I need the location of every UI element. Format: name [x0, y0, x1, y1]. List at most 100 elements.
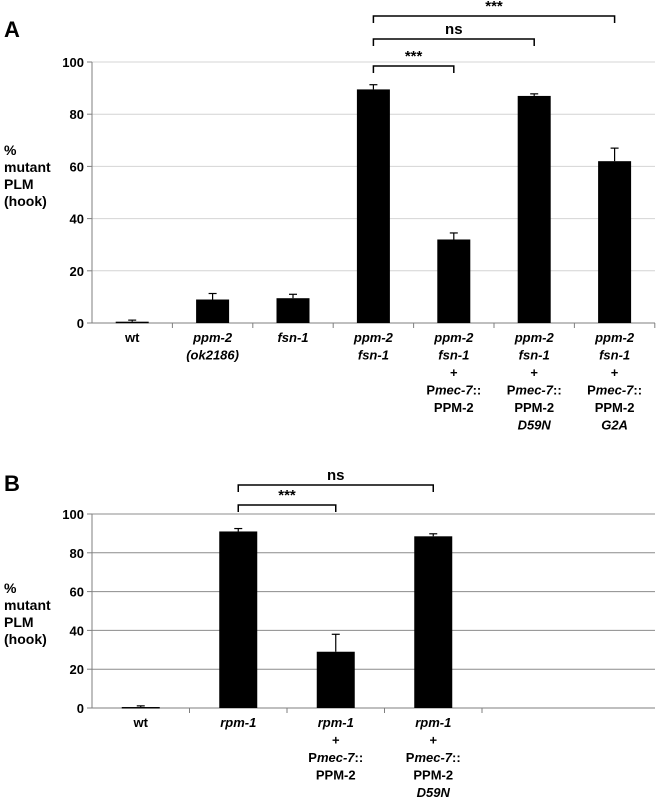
p0-significance-bracket-2 — [372, 15, 616, 23]
p1-significance-bracket-0 — [237, 504, 337, 512]
p0-category-label-2-line-0: fsn-1 — [277, 330, 308, 345]
p1-category-label-3-line-3: PPM-2 — [413, 768, 453, 783]
p1-significance-label-0: *** — [278, 487, 296, 504]
p0-y-tick-label-40: 40 — [70, 212, 84, 227]
p1-significance-label-1: ns — [327, 467, 345, 484]
p0-category-label-4-line-0: ppm-2 — [433, 330, 474, 345]
p0-y-axis-label-line-0: % — [4, 142, 17, 158]
p0-category-label-3: ppm-2 fsn-1 — [353, 330, 394, 363]
p1-category-label-3-line-4: D59N — [417, 785, 451, 800]
p0-category-label-5-line-3-part-0: P — [507, 383, 516, 398]
p1-category-label-3-line-2-part-2: :: — [452, 750, 461, 765]
p0-y-axis-label-line-3: (hook) — [4, 193, 47, 209]
p0-category-label-6-line-3-part-1: mec-7 — [596, 383, 634, 398]
p1-category-label-2-line-3: PPM-2 — [316, 768, 356, 783]
p0-bar-1 — [196, 299, 230, 323]
p0-y-tick-label-80: 80 — [70, 107, 84, 122]
p0-category-label-5-line-0: ppm-2 — [514, 330, 555, 345]
p1-y-tick-label-80: 80 — [70, 546, 84, 561]
p1-category-label-2-line-2: Pmec-7:: — [308, 750, 363, 765]
p1-significance-bracket-1 — [237, 484, 434, 492]
p0-bar-5 — [517, 95, 551, 324]
p1-category-label-0: wt — [133, 715, 149, 730]
p0-category-label-6-line-3-part-0: P — [587, 383, 596, 398]
p0-category-label-5-line-3: Pmec-7:: — [507, 383, 562, 398]
p0-category-label-5-line-3-part-2: :: — [553, 383, 562, 398]
p1-y-axis-label-line-0: % — [4, 580, 17, 596]
p0-category-label-4-line-3-part-2: :: — [473, 383, 482, 398]
p1-bar-1 — [219, 531, 258, 708]
p0-y-tick-label-0: 0 — [77, 316, 84, 331]
p0-significance-label-1: ns — [445, 21, 463, 38]
p0-bar-3 — [356, 89, 390, 323]
p0-bar-4 — [437, 239, 471, 323]
p1-y-axis-label-line-1: mutant — [4, 597, 51, 613]
p1-y-tick-label-20: 20 — [70, 662, 84, 677]
p0-category-label-4-line-3-part-0: P — [426, 383, 435, 398]
p1-category-label-0-line-0: wt — [133, 715, 149, 730]
p0-bar-2 — [276, 298, 310, 323]
p0-category-label-1-line-0: ppm-2 — [192, 330, 233, 345]
p0-category-label-6-line-5: G2A — [601, 418, 628, 433]
p0-significance-label-2: *** — [485, 0, 503, 15]
p0-category-label-2: fsn-1 — [277, 330, 308, 345]
p0-bar-0 — [115, 321, 149, 324]
p1-y-tick-label-40: 40 — [70, 623, 84, 638]
p0-category-label-4-line-3-part-1: mec-7 — [435, 383, 473, 398]
p0-y-axis-label-line-1: mutant — [4, 159, 51, 175]
p0-category-label-1: ppm-2 (ok2186) — [186, 330, 239, 363]
p1-category-label-3-line-0: rpm-1 — [415, 715, 451, 730]
p0-y-tick-label-60: 60 — [70, 159, 84, 174]
p0-category-label-5: ppm-2 fsn-1 + Pmec-7:: PPM-2 D59N — [507, 330, 562, 433]
p1-category-label-3-line-1: + — [429, 733, 437, 748]
p1-y-tick-label-60: 60 — [70, 585, 84, 600]
p1-y-axis-label-line-3: (hook) — [4, 631, 47, 647]
p1-bar-3 — [414, 536, 453, 708]
p1-y-axis-label: % mutant PLM (hook) — [4, 580, 51, 647]
p0-category-label-3-line-0: ppm-2 — [353, 330, 394, 345]
p0-significance-bracket-0 — [372, 65, 455, 73]
p0-significance-label-0: *** — [405, 48, 423, 65]
p0-category-label-6-line-2: + — [611, 365, 619, 380]
p1-category-label-2-line-0: rpm-1 — [318, 715, 354, 730]
p0-y-axis-label: % mutant PLM (hook) — [4, 142, 51, 209]
p0-category-label-6-line-1: fsn-1 — [599, 348, 630, 363]
p0-category-label-5-line-3-part-1: mec-7 — [515, 383, 553, 398]
p1-category-label-1: rpm-1 — [220, 715, 256, 730]
p1-y-tick-label-0: 0 — [77, 701, 84, 716]
p0-category-label-6-line-4: PPM-2 — [595, 400, 635, 415]
p1-category-label-2-line-1: + — [332, 733, 340, 748]
panel-letter-b: B — [4, 471, 20, 496]
p1-category-label-3-line-2: Pmec-7:: — [406, 750, 461, 765]
p0-category-label-5-line-4: PPM-2 — [514, 400, 554, 415]
p0-category-label-1-line-1: (ok2186) — [186, 348, 239, 363]
panel-letter-a: A — [4, 17, 20, 42]
p0-category-label-6-line-3: Pmec-7:: — [587, 383, 642, 398]
p1-y-tick-label-100: 100 — [62, 507, 84, 522]
p0-y-axis-label-line-2: PLM — [4, 176, 34, 192]
p1-category-label-2-line-2-part-2: :: — [355, 750, 364, 765]
p1-category-label-3-line-2-part-0: P — [406, 750, 415, 765]
p0-category-label-5-line-5: D59N — [518, 418, 552, 433]
p1-category-label-2-line-2-part-1: mec-7 — [317, 750, 355, 765]
p0-category-label-6-line-3-part-2: :: — [633, 383, 642, 398]
p0-category-label-6-line-0: ppm-2 — [594, 330, 635, 345]
p0-category-label-4-line-1: fsn-1 — [438, 348, 469, 363]
p1-bar-0 — [121, 707, 160, 709]
p1-category-label-2: rpm-1+Pmec-7:: PPM-2 — [308, 715, 363, 783]
p0-category-label-4-line-3: Pmec-7:: — [426, 383, 481, 398]
p0-y-tick-label-100: 100 — [62, 55, 84, 70]
p1-y-axis-label-line-2: PLM — [4, 614, 34, 630]
p0-category-label-4-line-2: + — [450, 365, 458, 380]
p1-bar-2 — [316, 651, 355, 708]
p0-category-label-3-line-1: fsn-1 — [358, 348, 389, 363]
p1-category-label-2-line-2-part-0: P — [308, 750, 317, 765]
p0-category-label-0-line-0: wt — [124, 330, 140, 345]
p0-y-tick-label-20: 20 — [70, 264, 84, 279]
p0-category-label-4-line-4: PPM-2 — [434, 400, 474, 415]
